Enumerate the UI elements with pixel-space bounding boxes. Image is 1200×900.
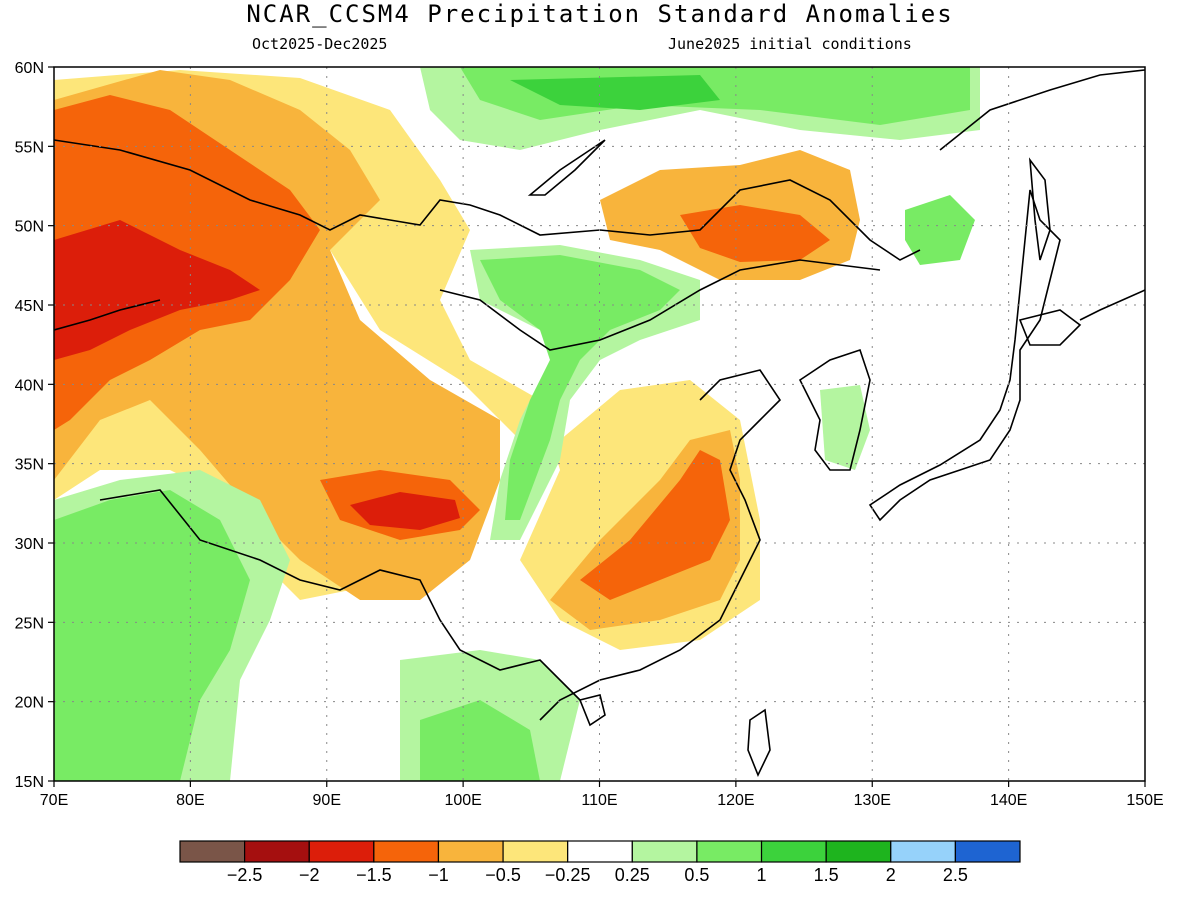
lat-label: 55N — [15, 139, 44, 156]
colorbar-label: 0.5 — [684, 865, 709, 885]
lon-label: 120E — [717, 792, 754, 809]
taiwan-outline — [747, 708, 771, 777]
hainan-outline — [578, 694, 606, 727]
lon-label: 140E — [990, 792, 1027, 809]
anomaly-region-green-southwest — [54, 490, 250, 781]
colorbar-label: −1.5 — [356, 865, 392, 885]
lat-label: 40N — [15, 377, 44, 394]
sakhalin-outline — [1028, 157, 1051, 261]
colorbar-swatch — [308, 840, 375, 863]
lake-baikal — [527, 139, 606, 196]
colorbar-label: 2 — [886, 865, 896, 885]
anomaly-region-green-manchuria — [905, 195, 975, 265]
colorbar-label: −1 — [428, 865, 449, 885]
graticule — [54, 67, 1145, 781]
lat-label: 45N — [15, 298, 44, 315]
latitude-labels: 60N 55N 50N 45N 40N 35N 30N 25N 20N 15N — [15, 60, 44, 791]
anomaly-field — [54, 67, 1145, 781]
anomaly-region-darkgreen-north — [510, 75, 720, 110]
colorbar-labels: −2.5 −2 −1.5 −1 −0.5 −0.25 0.25 0.5 1 1.5 2 2.5 — [227, 865, 968, 885]
lon-label: 100E — [444, 792, 481, 809]
hokkaido-outline — [1018, 309, 1082, 346]
korea-outline — [798, 348, 871, 471]
colorbar-swatch — [567, 840, 633, 863]
longitude-labels: 70E 80E 90E 100E 110E 120E 130E 140E 150E — [40, 792, 1164, 809]
colorbar-swatch — [437, 840, 504, 863]
map-title: NCAR_CCSM4 Precipitation Standard Anomal… — [246, 0, 954, 28]
colorbar-swatch — [954, 840, 1021, 863]
lat-label: 60N — [15, 60, 44, 77]
russia-coast — [939, 69, 1145, 321]
colorbar-swatch — [696, 840, 763, 863]
lat-label: 15N — [15, 774, 44, 791]
colorbar-label: −0.25 — [545, 865, 591, 885]
colorbar-label: 1 — [757, 865, 767, 885]
lon-label: 80E — [176, 792, 204, 809]
anomaly-region-lightgreen-korea — [820, 385, 870, 470]
initial-conditions: June2025 initial conditions — [668, 35, 912, 53]
colorbar-swatch — [825, 840, 892, 863]
colorbar-swatch — [179, 840, 246, 863]
lon-label: 90E — [313, 792, 341, 809]
lat-label: 50N — [15, 219, 44, 236]
colorbar-label: 2.5 — [943, 865, 968, 885]
lat-label: 20N — [15, 695, 44, 712]
japan-outline — [868, 189, 1061, 522]
colorbar-label: −0.5 — [485, 865, 521, 885]
colorbar-swatch — [631, 840, 698, 863]
lat-label: 25N — [15, 615, 44, 632]
colorbar-swatch — [890, 840, 956, 863]
anomaly-region-green-central — [480, 255, 680, 520]
coastline-outlines — [54, 69, 1145, 777]
lon-label: 110E — [581, 792, 617, 809]
anomaly-region-yellow-west — [54, 70, 760, 650]
lon-label: 150E — [1126, 792, 1163, 809]
colorbar-label: 0.25 — [615, 865, 650, 885]
colorbar-label: −2 — [299, 865, 320, 885]
axis-ticks — [48, 66, 1146, 787]
colorbar — [179, 840, 1021, 863]
lon-label: 70E — [40, 792, 68, 809]
colorbar-swatch — [502, 840, 569, 863]
colorbar-swatch — [373, 840, 440, 863]
anomaly-region-darkred-tibet — [350, 492, 460, 530]
colorbar-label: −2.5 — [227, 865, 263, 885]
lat-label: 35N — [15, 457, 44, 474]
anomaly-region-orange-north — [680, 205, 830, 262]
lat-label: 30N — [15, 536, 44, 553]
china-coast — [539, 369, 782, 721]
lon-label: 130E — [854, 792, 891, 809]
forecast-period: Oct2025-Dec2025 — [252, 35, 388, 53]
anomaly-region-green-sea — [420, 700, 540, 781]
anomaly-region-darkred-west — [54, 220, 260, 360]
anomaly-region-orange-east — [580, 450, 730, 600]
country-borders — [54, 139, 921, 701]
colorbar-swatch — [760, 840, 827, 863]
colorbar-swatch — [244, 840, 310, 863]
colorbar-label: 1.5 — [814, 865, 839, 885]
